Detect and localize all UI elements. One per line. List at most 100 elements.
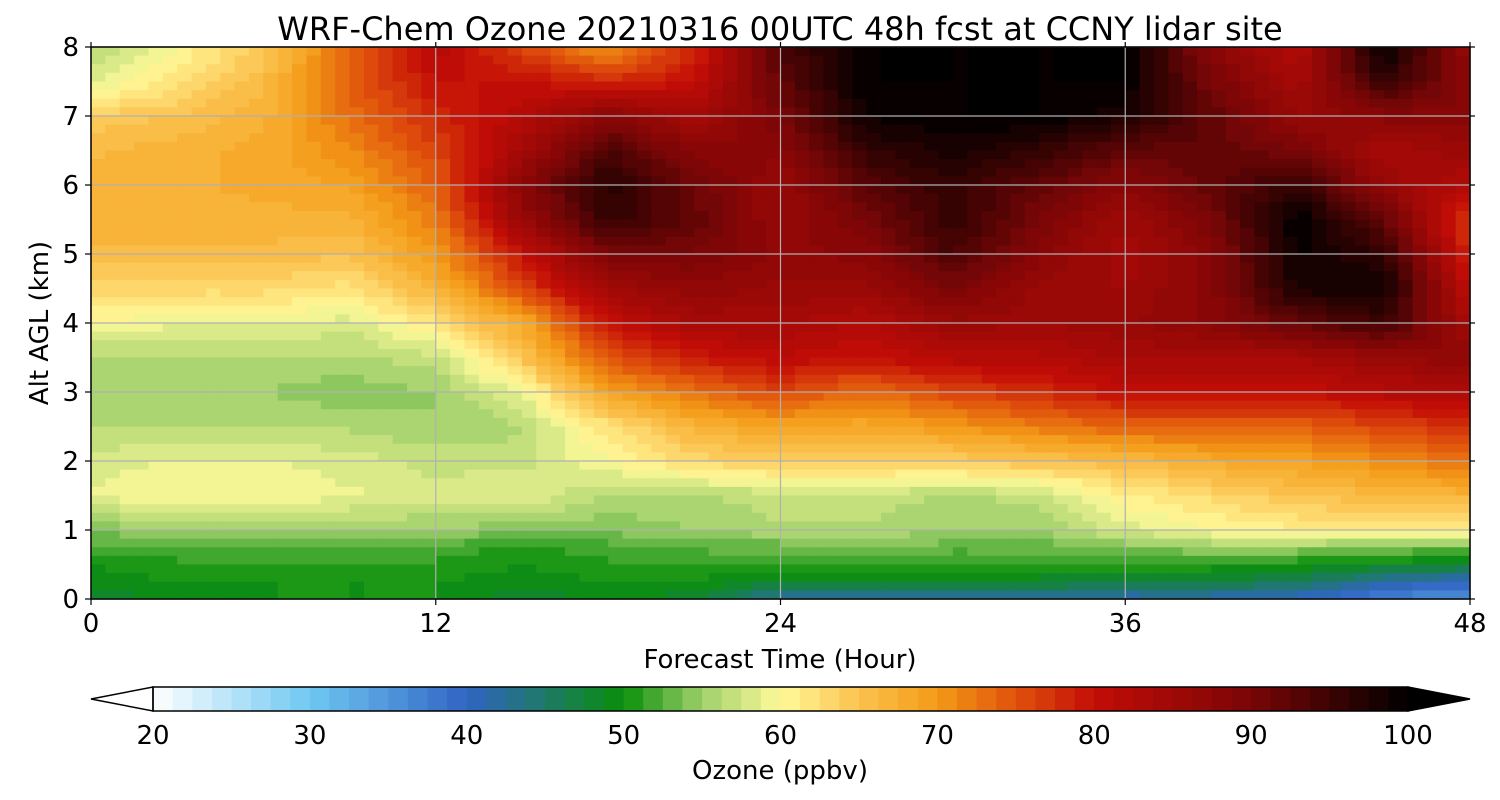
heatmap-cell [952, 340, 968, 350]
heatmap-cell [737, 469, 753, 479]
heatmap-cell [809, 409, 825, 419]
heatmap-cell [1211, 486, 1227, 497]
heatmap-cell [378, 193, 394, 203]
heatmap-cell [507, 469, 523, 479]
heatmap-cell [363, 107, 379, 117]
heatmap-cell [335, 262, 351, 272]
heatmap-cell [234, 47, 250, 57]
heatmap-cell [579, 262, 595, 272]
heatmap-cell [1441, 340, 1457, 350]
heatmap-cell [1024, 314, 1040, 324]
heatmap-cell [708, 55, 724, 65]
heatmap-cell [1153, 443, 1169, 453]
heatmap-cell [292, 141, 308, 152]
heatmap-cell [335, 236, 351, 246]
heatmap-cell [1182, 141, 1198, 152]
heatmap-cell [306, 340, 322, 350]
heatmap-cell [134, 150, 150, 160]
heatmap-cell [1455, 228, 1471, 238]
heatmap-cell [1197, 141, 1213, 152]
heatmap-cell [1125, 219, 1141, 229]
heatmap-cell [1297, 478, 1313, 488]
heatmap-cell [1412, 486, 1428, 497]
heatmap-cell [1039, 314, 1055, 324]
heatmap-cell [881, 288, 897, 298]
heatmap-cell [277, 159, 293, 169]
heatmap-cell [292, 236, 308, 246]
heatmap-cell [1355, 254, 1371, 264]
heatmap-cell [1139, 116, 1155, 126]
heatmap-cell [1426, 452, 1442, 462]
heatmap-cell [995, 348, 1011, 359]
heatmap-cell [1426, 409, 1442, 419]
heatmap-cell [1039, 133, 1055, 143]
heatmap-cell [134, 107, 150, 117]
heatmap-cell [521, 254, 537, 264]
heatmap-cell [507, 340, 523, 350]
heatmap-cell [651, 288, 667, 298]
heatmap-cell [1283, 202, 1299, 212]
heatmap-cell [1340, 98, 1356, 108]
heatmap-cell [277, 176, 293, 186]
heatmap-cell [837, 193, 853, 203]
heatmap-cell [665, 452, 681, 462]
heatmap-cell [1340, 469, 1356, 479]
heatmap-cell [1398, 72, 1414, 83]
heatmap-cell [421, 167, 437, 177]
heatmap-cell [277, 314, 293, 324]
heatmap-cell [550, 486, 566, 497]
heatmap-cell [1254, 323, 1270, 333]
heatmap-cell [320, 262, 336, 272]
heatmap-cell [421, 288, 437, 298]
heatmap-cell [478, 167, 494, 177]
heatmap-cell [1398, 279, 1414, 290]
heatmap-cell [1369, 107, 1385, 117]
heatmap-cell [1297, 124, 1313, 134]
heatmap-cell [1355, 305, 1371, 315]
heatmap-cell [1211, 81, 1227, 91]
heatmap-cell [263, 348, 279, 359]
heatmap-cell [105, 392, 121, 402]
heatmap-cell [780, 486, 796, 497]
heatmap-cell [723, 150, 738, 160]
heatmap-cell [1125, 150, 1141, 160]
heatmap-cell [220, 417, 236, 428]
heatmap-cell [1067, 141, 1083, 152]
heatmap-cell [134, 478, 150, 488]
heatmap-cell [1225, 176, 1241, 186]
heatmap-cell [1441, 185, 1457, 195]
heatmap-cell [1441, 279, 1457, 290]
heatmap-cell [105, 297, 121, 307]
heatmap-cell [593, 443, 609, 453]
heatmap-cell [780, 124, 796, 134]
heatmap-cell [1441, 435, 1457, 445]
heatmap-cell [292, 417, 308, 428]
heatmap-cell [407, 452, 422, 462]
heatmap-cell [593, 426, 609, 436]
heatmap-cell [91, 357, 106, 367]
heatmap-cell [909, 400, 925, 410]
heatmap-cell [981, 185, 997, 195]
heatmap-cell [536, 107, 552, 117]
heatmap-cell [1240, 228, 1256, 238]
heatmap-cell [407, 435, 422, 445]
heatmap-cell [579, 288, 595, 298]
heatmap-cell [708, 366, 724, 376]
heatmap-cell [450, 116, 466, 126]
heatmap-cell [1024, 271, 1040, 281]
heatmap-cell [1369, 47, 1385, 57]
heatmap-cell [1096, 47, 1112, 57]
heatmap-cell [565, 236, 580, 246]
heatmap-cell [148, 400, 164, 410]
heatmap-cell [263, 193, 279, 203]
heatmap-cell [335, 124, 351, 134]
heatmap-cell [995, 193, 1011, 203]
heatmap-cell [1283, 210, 1299, 221]
heatmap-cell [191, 90, 207, 100]
heatmap-cell [493, 297, 509, 307]
heatmap-cell [421, 185, 437, 195]
heatmap-cell [1139, 262, 1155, 272]
heatmap-cell [737, 435, 753, 445]
heatmap-cell [565, 55, 580, 65]
heatmap-cell [349, 435, 365, 445]
